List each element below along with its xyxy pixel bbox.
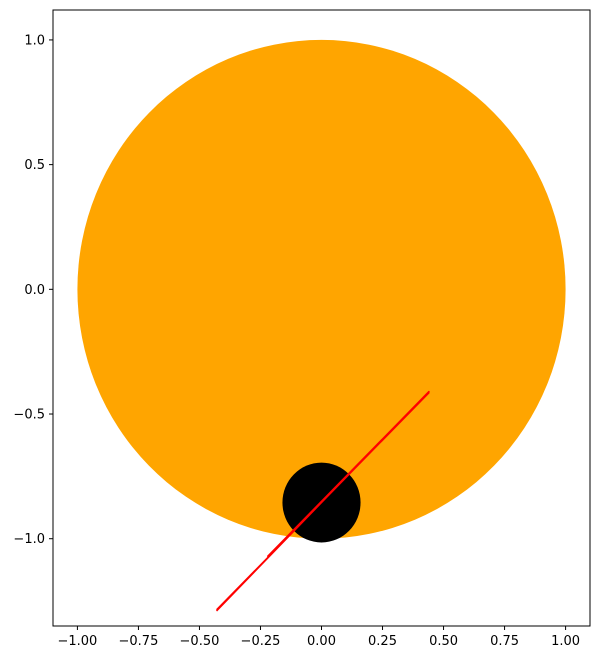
x-tick-label: 1.00	[551, 634, 580, 649]
x-tick-label: −1.00	[57, 634, 97, 649]
y-tick-label: 1.0	[24, 33, 45, 48]
y-tick-label: −1.0	[13, 532, 45, 547]
x-tick-label: 0.75	[490, 634, 519, 649]
y-axis: 1.0 0.5 0.0 −0.5 −1.0	[13, 33, 53, 547]
plot-area	[77, 39, 566, 612]
y-tick-label: 0.0	[24, 283, 45, 298]
y-tick-label: −0.5	[13, 408, 45, 423]
plot-marks	[77, 39, 566, 612]
x-tick-label: −0.50	[180, 634, 220, 649]
red-line-series	[216, 390, 430, 612]
large-circle	[77, 39, 566, 539]
x-axis: −1.00 −0.75 −0.50 −0.25 0.00 0.25 0.50 0.75 1.00	[57, 626, 580, 649]
x-tick-label: −0.25	[241, 634, 281, 649]
x-tick-label: 0.00	[307, 634, 336, 649]
x-tick-label: −0.75	[119, 634, 159, 649]
y-tick-label: 0.5	[24, 158, 45, 173]
x-tick-label: 0.25	[368, 634, 397, 649]
x-tick-label: 0.50	[429, 634, 458, 649]
